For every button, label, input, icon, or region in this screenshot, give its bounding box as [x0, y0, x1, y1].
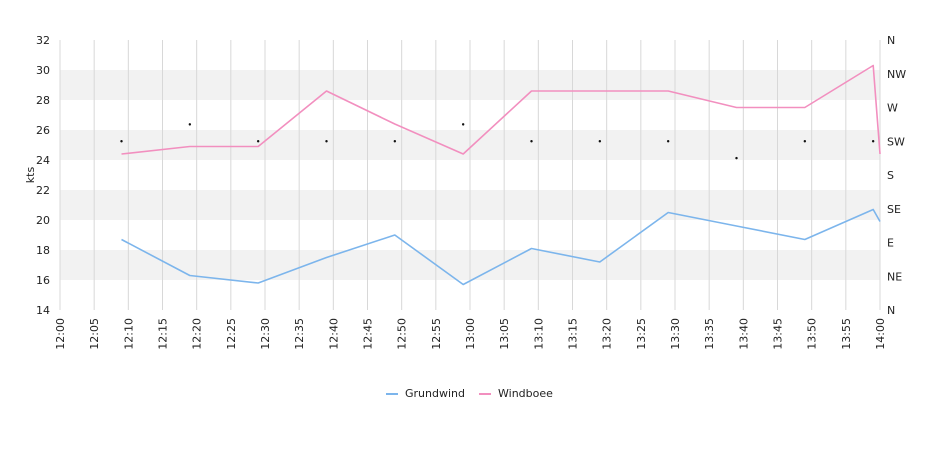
- x-tick-label: 12:20: [191, 318, 204, 350]
- y-tick-label: 26: [36, 124, 50, 137]
- y2-tick-label: W: [887, 102, 898, 115]
- y-axis-label: kts: [24, 167, 37, 184]
- direction-marker: [530, 140, 533, 143]
- y-tick-label: 22: [36, 184, 50, 197]
- x-tick-label: 13:40: [737, 318, 750, 350]
- y-axis: 14 16 18 20 22 24 26 28 30 32: [36, 34, 50, 317]
- y-tick-label: 14: [36, 304, 50, 317]
- x-axis: 12:00 12:05 12:10 12:15 12:20 12:25 12:30 12:35…: [54, 318, 887, 350]
- x-tick-label: 12:25: [225, 318, 238, 350]
- direction-markers: [120, 123, 875, 160]
- x-tick-label: 13:15: [567, 318, 580, 350]
- y-tick-label: 32: [36, 34, 50, 47]
- y-tick-label: 18: [36, 244, 50, 257]
- legend-label-grundwind: Grundwind: [405, 387, 465, 400]
- x-tick-label: 13:50: [806, 318, 819, 350]
- x-tick-label: 13:30: [669, 318, 682, 350]
- y2-tick-label: NW: [887, 68, 906, 81]
- y-tick-label: 30: [36, 64, 50, 77]
- x-tick-label: 13:25: [635, 318, 648, 350]
- y2-tick-label: NE: [887, 270, 902, 283]
- x-tick-label: 12:15: [157, 318, 170, 350]
- x-tick-label: 12:30: [259, 318, 272, 350]
- y2-tick-label: N: [887, 34, 895, 47]
- direction-marker: [803, 140, 807, 143]
- direction-marker: [120, 140, 123, 143]
- y-tick-label: 28: [36, 94, 50, 107]
- direction-marker: [461, 123, 465, 126]
- y2-tick-label: E: [887, 237, 894, 250]
- y2-tick-label: SE: [887, 203, 901, 216]
- x-tick-label: 12:00: [54, 318, 67, 350]
- x-tick-label: 13:20: [601, 318, 614, 350]
- y2-tick-label: S: [887, 169, 894, 182]
- y-tick-label: 20: [36, 214, 50, 227]
- y2-axis-direction: N NE E SE S SW W NW N: [887, 34, 906, 317]
- y-tick-label: 16: [36, 274, 50, 287]
- series-line-grundwind: [121, 208, 881, 286]
- x-tick-label: 13:35: [703, 318, 716, 350]
- legend-item-grundwind[interactable]: Grundwind: [386, 387, 465, 400]
- direction-marker: [871, 140, 875, 143]
- series-line-windboee: [121, 64, 881, 155]
- direction-marker: [325, 140, 328, 143]
- x-tick-label: 14:00: [874, 318, 887, 350]
- gridlines: [59, 40, 881, 310]
- x-tick-label: 13:55: [840, 318, 853, 350]
- x-tick-label: 12:35: [293, 318, 306, 350]
- x-tick-label: 13:45: [772, 318, 785, 350]
- x-tick-label: 13:00: [464, 318, 477, 350]
- direction-marker: [393, 140, 397, 143]
- x-tick-label: 12:05: [88, 318, 101, 350]
- direction-marker: [256, 140, 260, 143]
- y2-tick-label: N: [887, 304, 895, 317]
- direction-marker: [666, 140, 670, 143]
- y-tick-label: 24: [36, 154, 50, 167]
- x-tick-label: 12:55: [430, 318, 443, 350]
- legend-label-windboee: Windboee: [498, 387, 553, 400]
- direction-marker: [598, 140, 602, 143]
- x-tick-label: 12:50: [396, 318, 409, 350]
- legend-item-windboee[interactable]: Windboee: [479, 387, 553, 400]
- direction-marker: [735, 156, 738, 160]
- legend: Grundwind Windboee: [386, 387, 553, 400]
- x-tick-label: 12:10: [122, 318, 135, 350]
- x-tick-label: 13:05: [498, 318, 511, 350]
- direction-marker: [188, 123, 192, 126]
- y2-tick-label: SW: [887, 135, 905, 148]
- x-tick-label: 13:10: [532, 318, 545, 350]
- series-lines: [121, 64, 881, 286]
- x-tick-label: 12:45: [362, 318, 375, 350]
- x-tick-label: 12:40: [327, 318, 340, 350]
